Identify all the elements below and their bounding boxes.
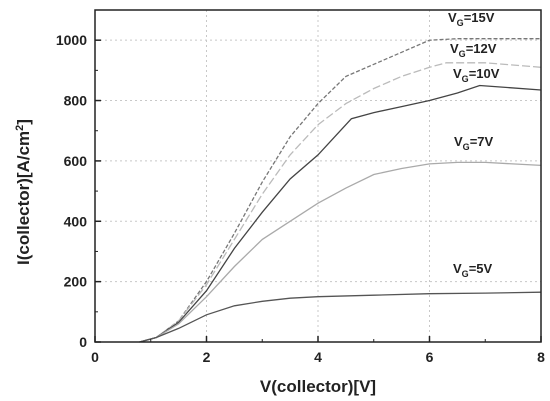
series-line [139,84,542,343]
y-axis-title-end: ] [14,119,33,125]
y-tick-label: 0 [79,334,87,350]
x-tick-label: 4 [314,349,322,365]
series-line [139,161,542,343]
x-tick-label: 6 [426,349,434,365]
series-label: VG=7V [454,134,494,152]
x-tick-label: 0 [91,349,99,365]
x-tick-label: 2 [203,349,211,365]
y-tick-label: 600 [64,153,88,169]
y-tick-label: 400 [64,213,88,229]
y-axis-title: I(collector)[A/cm2] [14,119,33,265]
series-line [139,291,542,343]
grid [95,10,541,342]
y-tick-label: 200 [64,274,88,290]
series-lines [139,38,542,343]
series-label: VG=10V [453,66,500,84]
y-axis-title-sup: 2 [14,125,26,131]
series-labels: VG=15V VG=12V VG=10V VG=7V VG=5V [448,10,500,279]
axis-ticks: 0 2 4 6 8 0 200 400 600 800 1000 [56,32,545,365]
series-label: VG=15V [448,10,495,28]
series-label: VG=12V [450,41,497,59]
y-tick-label: 800 [64,93,88,109]
x-tick-label: 8 [537,349,545,365]
y-axis-title-main: I(collector)[A/cm [14,131,33,265]
x-axis-title: V(collector)[V] [260,377,376,396]
y-tick-label: 1000 [56,32,87,48]
series-line [139,62,542,343]
series-label: VG=5V [453,261,493,279]
